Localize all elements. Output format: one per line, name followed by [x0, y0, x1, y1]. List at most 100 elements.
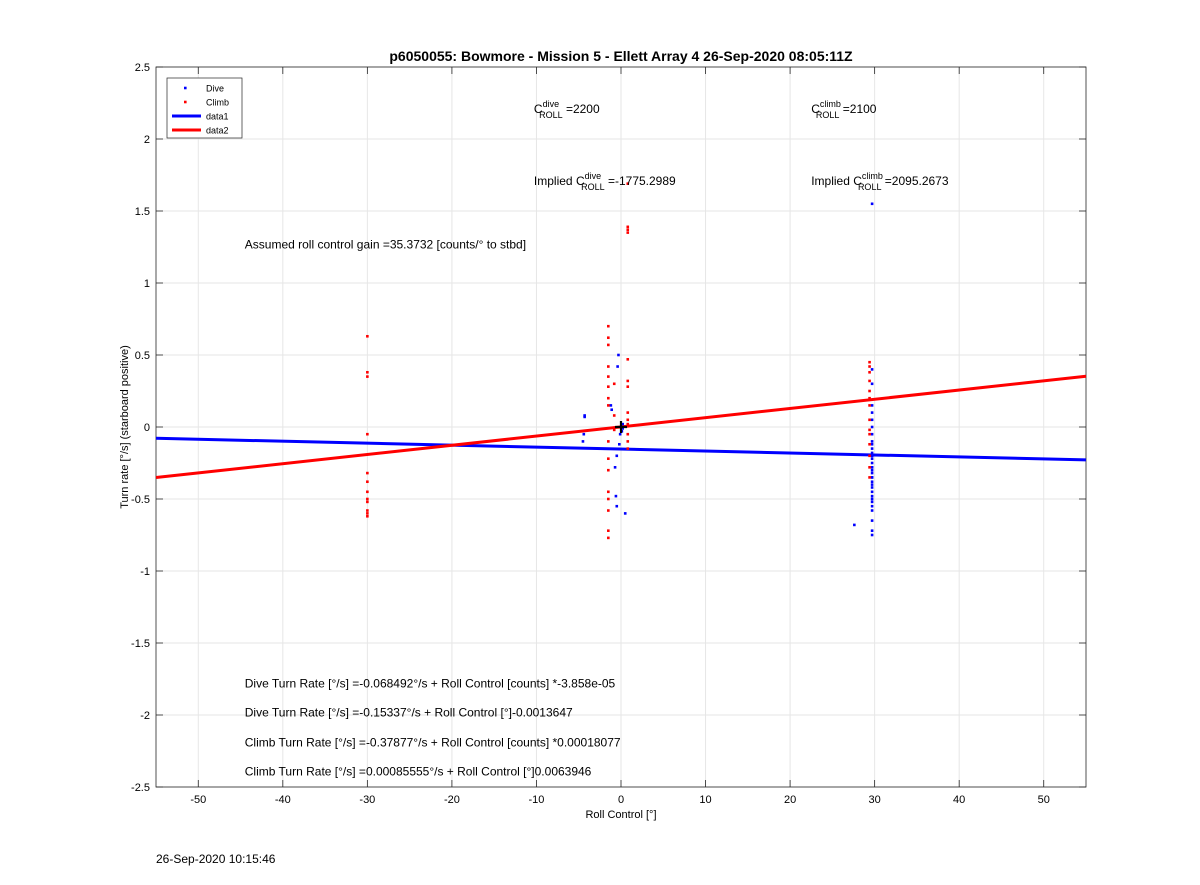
y-tick-label: 0.5 [135, 350, 150, 362]
point-climb [607, 509, 610, 512]
point-climb [868, 476, 871, 479]
point-dive [613, 466, 617, 469]
y-tick-label: 1.5 [135, 206, 150, 218]
point-climb [626, 440, 630, 443]
point-climb [366, 375, 369, 378]
y-tick-label: -2.5 [131, 782, 150, 794]
point-climb [626, 358, 630, 361]
point-climb [607, 375, 610, 378]
point-climb [868, 389, 871, 393]
annotation-text: Dive Turn Rate [°/s] =-0.068492°/s + Rol… [245, 677, 616, 691]
annotation-text: Cdive ROLL =2200 [534, 99, 600, 120]
point-climb [607, 385, 610, 388]
x-tick-label: 0 [618, 794, 624, 806]
point-dive [870, 368, 874, 371]
point-climb [626, 228, 630, 232]
y-tick-label: 2.5 [135, 62, 150, 74]
point-climb [366, 497, 369, 501]
point-climb [607, 536, 610, 540]
chart-title: p6050055: Bowmore - Mission 5 - Ellett A… [389, 48, 853, 64]
scatter-points [366, 182, 874, 540]
point-dive [870, 418, 874, 422]
point-dive [870, 466, 874, 469]
point-climb [868, 432, 871, 436]
point-climb [868, 379, 871, 383]
point-dive [870, 500, 874, 504]
point-climb [366, 512, 369, 515]
x-tick-label: 20 [784, 794, 796, 806]
point-climb [868, 442, 871, 446]
point-climb [366, 480, 369, 484]
point-dive [870, 425, 874, 429]
point-climb [607, 404, 610, 407]
x-tick-label: 10 [699, 794, 711, 806]
x-tick-label: -40 [275, 794, 291, 806]
figure-timestamp: 26-Sep-2020 10:15:46 [156, 852, 276, 866]
point-dive [581, 440, 585, 443]
legend-box [166, 77, 243, 139]
y-tick-label: -1.5 [131, 638, 150, 650]
point-climb [868, 466, 871, 469]
point-climb [626, 182, 630, 185]
plot-frame [155, 66, 1087, 788]
point-climb [366, 509, 369, 512]
point-climb [612, 428, 616, 432]
annotation-text: Climb Turn Rate [°/s] =-0.37877°/s + Rol… [245, 736, 621, 750]
point-climb [626, 225, 630, 229]
x-tick-label: 50 [1038, 794, 1050, 806]
point-climb [868, 365, 871, 368]
y-tick-label: 2 [144, 134, 150, 146]
point-climb [366, 334, 369, 338]
fit-line-data1 [155, 436, 1087, 462]
legend-marker-dive [184, 86, 187, 90]
x-tick-label: -10 [529, 794, 545, 806]
point-dive [623, 512, 627, 515]
point-dive [870, 468, 874, 472]
point-climb [868, 370, 871, 374]
legend-label: Dive [206, 84, 224, 94]
point-climb [626, 231, 630, 234]
legend-label: data1 [206, 112, 229, 122]
x-tick-label: 30 [869, 794, 881, 806]
y-tick-label: -1 [140, 566, 150, 578]
point-climb [366, 490, 369, 494]
point-dive [870, 519, 874, 522]
point-climb [607, 529, 610, 532]
point-dive [870, 442, 874, 446]
point-climb [607, 336, 610, 340]
annotation-text: Dive Turn Rate [°/s] =-0.15337°/s + Roll… [245, 705, 573, 719]
point-dive [870, 440, 874, 443]
point-climb [607, 457, 610, 460]
legend: Dive Climb data1 data2 [166, 77, 243, 139]
point-dive [870, 461, 874, 465]
y-tick-label: 1 [144, 278, 150, 290]
point-climb [626, 432, 630, 436]
point-dive [870, 504, 874, 508]
annotations: Cdive ROLL =2200 Cclimb ROLL =2100 Implied C… [245, 99, 949, 778]
point-climb [868, 418, 871, 422]
point-dive [583, 414, 586, 417]
point-dive [621, 422, 624, 426]
origin-marker [615, 421, 627, 433]
point-dive [870, 447, 874, 450]
point-climb [868, 428, 871, 432]
point-dive [583, 415, 586, 419]
point-climb [626, 422, 630, 426]
point-dive [609, 404, 613, 407]
point-dive [582, 432, 586, 436]
point-climb [607, 497, 610, 501]
annotation-text: Implied Cdive ROLL =-1775.2989 [534, 171, 676, 192]
point-climb [612, 382, 616, 386]
x-tick-label: 40 [953, 794, 965, 806]
point-climb [626, 418, 630, 422]
point-dive [870, 404, 874, 407]
point-dive [870, 411, 874, 414]
point-dive [870, 454, 874, 458]
point-climb [607, 343, 610, 347]
point-dive [870, 382, 874, 386]
x-tick-label: -30 [359, 794, 375, 806]
point-dive [870, 483, 874, 486]
point-dive [618, 432, 622, 436]
point-climb [607, 440, 610, 443]
